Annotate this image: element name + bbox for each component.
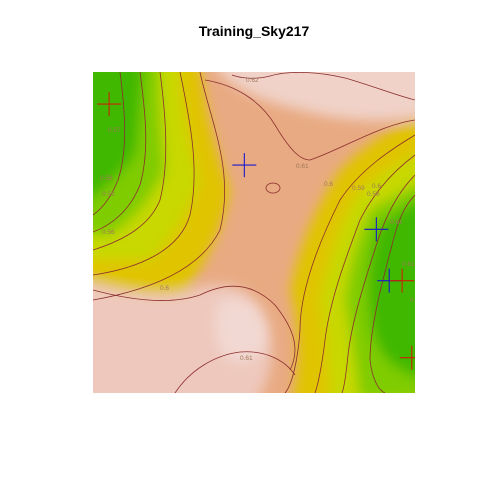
contour-label: 0.56 xyxy=(102,229,115,236)
chart-title: Training_Sky217 xyxy=(199,23,310,39)
contour-label: 0.6 xyxy=(160,285,169,292)
contour-label: 0.61 xyxy=(390,219,403,226)
contour-line xyxy=(174,351,296,393)
contour-label: 0.58 xyxy=(100,175,113,182)
contour-label: 0.61 xyxy=(410,297,423,304)
contour-line xyxy=(314,154,415,393)
peak-bottom-left-core xyxy=(215,298,269,363)
contour-label: 0.61 xyxy=(402,261,415,268)
contour-line xyxy=(93,72,167,251)
contour-label: 0.6 xyxy=(324,181,333,188)
contour-line xyxy=(231,72,415,101)
sample-markers xyxy=(97,92,415,370)
plot-area: 0.62 0.61 0.61 0.6 0.6 0.59 0.59 0.57 0.… xyxy=(93,72,423,393)
surface-bands xyxy=(93,72,415,393)
contour-label: 0.59 xyxy=(102,191,115,198)
band-deepgreen-tl xyxy=(93,72,144,197)
peak-top xyxy=(219,72,415,121)
contour-label: 0.61 xyxy=(240,355,253,362)
contour-label: 0.61 xyxy=(296,163,309,170)
contour-label: 0.6 xyxy=(372,183,381,190)
contour-line xyxy=(369,194,415,393)
blue-plus-marker xyxy=(364,217,389,242)
contour-line xyxy=(93,72,147,233)
contour-line xyxy=(93,285,296,371)
contour-label: 0.57 xyxy=(108,127,121,134)
contour-line xyxy=(93,72,226,301)
red-plus-marker xyxy=(97,92,122,117)
contour-line xyxy=(93,72,195,276)
contour-label: 0.59 xyxy=(352,185,365,192)
contour-labels: 0.62 0.61 0.61 0.6 0.6 0.59 0.59 0.57 0.… xyxy=(100,77,423,362)
red-plus-marker xyxy=(390,268,415,293)
contour-label: 0.58 xyxy=(367,191,380,198)
red-plus-marker xyxy=(399,345,415,370)
contour-line xyxy=(93,72,126,216)
contour-closed-loop xyxy=(265,182,281,194)
contour-line xyxy=(284,134,415,393)
band-deepgreen-r xyxy=(368,201,415,377)
contour-lines xyxy=(93,72,415,393)
contour-line xyxy=(204,79,415,161)
contour-label: 0.62 xyxy=(246,77,259,84)
contour-line xyxy=(341,174,415,393)
blue-plus-marker xyxy=(232,153,257,178)
